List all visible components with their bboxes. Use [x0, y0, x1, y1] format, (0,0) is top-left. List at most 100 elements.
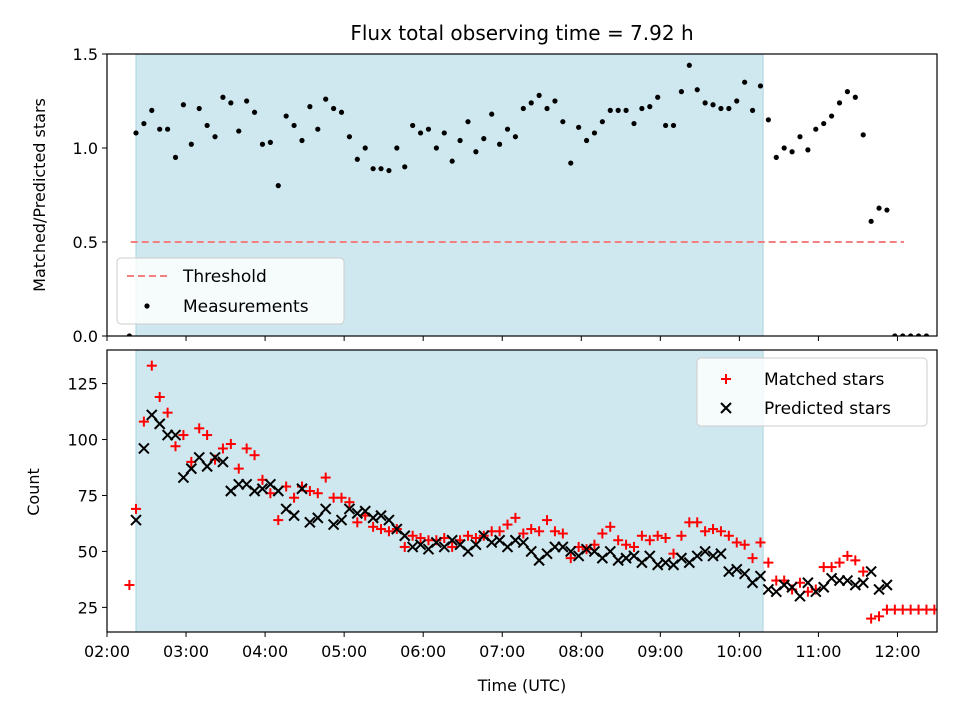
measurement-point: [908, 333, 914, 336]
predicted-star-marker: [146, 409, 158, 421]
measurement-point: [204, 122, 210, 129]
measurement-point: [829, 113, 835, 119]
measurement-point: [402, 164, 408, 170]
measurement-point: [489, 111, 495, 117]
measurement-point: [512, 134, 519, 140]
matched-star-marker: [518, 528, 529, 539]
x-tick-label: 02:00: [84, 642, 130, 661]
predicted-star-marker: [217, 456, 229, 468]
predicted-star-marker: [604, 545, 616, 558]
measurement-point: [410, 122, 416, 129]
measurement-point: [876, 205, 882, 211]
matched-star-marker: [739, 539, 750, 550]
measurement-point: [821, 120, 827, 127]
predicted-star-marker: [153, 418, 166, 430]
measurement-point: [734, 98, 740, 104]
measurement-point: [457, 137, 463, 144]
matched-star-marker: [124, 580, 135, 590]
measurement-point: [860, 132, 866, 138]
predicted-star-marker: [644, 550, 656, 562]
matched-star-marker: [636, 530, 647, 541]
measurement-point: [267, 139, 273, 145]
predicted-star-marker: [817, 581, 830, 593]
measurement-point: [172, 154, 179, 160]
matched-star-marker: [399, 541, 410, 552]
predicted-star-marker: [375, 509, 387, 522]
predicted-star-marker: [256, 483, 269, 495]
predicted-star-marker: [327, 518, 340, 531]
measurement-point: [773, 154, 779, 160]
measurement-point: [473, 149, 479, 155]
predicted-star-marker: [841, 574, 854, 587]
measurement-point: [797, 134, 803, 140]
measurement-point: [236, 128, 242, 134]
predicted-star-marker: [778, 579, 790, 591]
measurement-point: [165, 126, 171, 132]
predicted-star-marker: [201, 460, 213, 473]
predicted-star-marker: [130, 514, 142, 526]
x-tick-label: 03:00: [163, 642, 209, 661]
matched-star-marker: [470, 533, 481, 543]
measurement-point: [710, 102, 716, 108]
matched-star-marker: [557, 528, 568, 539]
measurement-point: [126, 333, 132, 336]
predicted-star-marker: [580, 543, 593, 555]
matched-star-marker: [763, 557, 774, 568]
matched-star-marker: [202, 430, 213, 441]
predicted-star-marker: [509, 534, 522, 546]
predicted-star-marker: [248, 485, 261, 497]
measurement-point: [702, 100, 708, 106]
measurement-point: [228, 100, 234, 106]
predicted-star-marker: [691, 550, 703, 562]
measurement-point: [749, 107, 756, 113]
matched-star-marker: [415, 533, 426, 543]
matched-star-marker: [241, 443, 252, 454]
predicted-star-marker: [414, 539, 427, 551]
x-axis-label: Time (UTC): [477, 676, 566, 695]
measurement-point: [623, 107, 629, 113]
measurement-point: [576, 124, 582, 130]
legend-threshold-label: Threshold: [182, 267, 267, 287]
predicted-star-marker: [319, 503, 332, 515]
predicted-star-marker: [185, 462, 198, 475]
matched-star-marker: [534, 526, 545, 537]
predicted-star-marker: [723, 565, 735, 578]
measurement-point: [884, 207, 890, 213]
predicted-star-marker: [351, 507, 364, 520]
measurement-point: [742, 79, 748, 85]
predicted-star-marker: [565, 545, 577, 558]
matched-star-marker: [613, 535, 624, 546]
measurement-point: [655, 94, 661, 100]
measurement-point: [220, 94, 226, 100]
y-tick-label: 125: [67, 375, 98, 394]
measurement-point: [259, 141, 266, 147]
measurement-point: [900, 333, 906, 336]
measurement-point: [465, 119, 471, 125]
matched-star-marker: [660, 533, 671, 543]
measurement-point: [386, 167, 392, 174]
measurement-point: [283, 113, 289, 119]
chart-title: Flux total observing time = 7.92 h: [350, 21, 693, 45]
predicted-star-marker: [675, 552, 688, 564]
predicted-star-marker: [272, 485, 284, 497]
predicted-star-marker: [857, 577, 869, 589]
measurement-point: [417, 130, 424, 136]
matched-star-marker: [146, 360, 157, 371]
matched-star-marker: [731, 537, 742, 548]
y-tick-label: 75: [78, 486, 98, 505]
measurement-point: [805, 147, 811, 153]
predicted-star-marker: [810, 586, 822, 598]
matched-star-marker: [605, 521, 616, 532]
matched-star-marker: [344, 497, 355, 508]
predicted-star-marker: [177, 471, 190, 484]
measurement-point: [520, 105, 526, 112]
measurement-point: [552, 98, 558, 104]
predicted-star-marker: [802, 577, 814, 589]
legend-measurement-label: Measurements: [183, 297, 309, 317]
y-tick-label: 25: [78, 598, 98, 617]
bottom-panel: 25 50 75 100 125 02:00 03:00 04:00 05:00 06:00 07:…: [67, 349, 938, 661]
y-tick-label: 1.0: [73, 139, 98, 158]
x-tick-label: 05:00: [321, 642, 367, 661]
predicted-star-marker: [312, 512, 324, 524]
